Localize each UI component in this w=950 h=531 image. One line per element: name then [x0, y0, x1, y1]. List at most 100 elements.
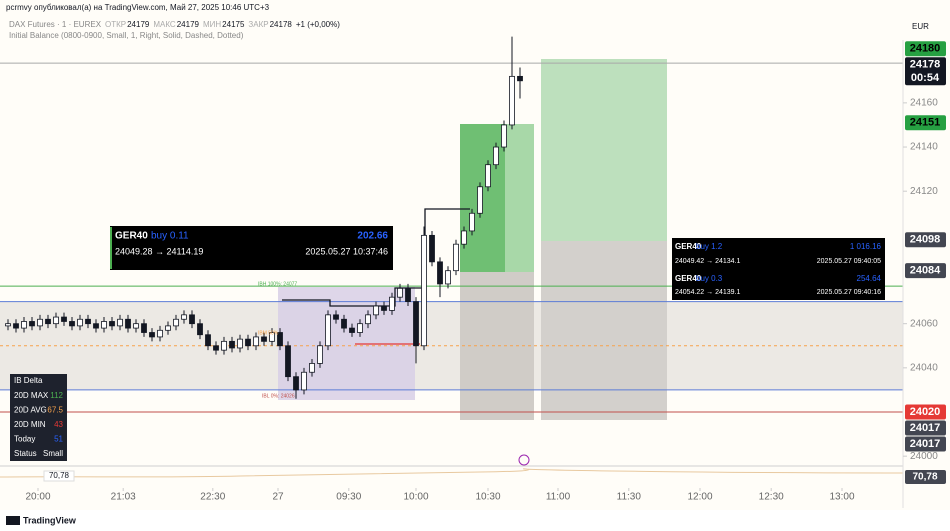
- candle-body: [501, 124, 507, 148]
- pos-time: 2025.05.27 09:40:05: [817, 258, 881, 265]
- candle-body: [349, 327, 355, 333]
- candle-body: [245, 338, 251, 347]
- pos-prices: 24049.42 → 24134.1: [675, 258, 740, 265]
- candle-body: [45, 318, 51, 325]
- price-label: 24084: [910, 265, 941, 277]
- candle-body: [453, 243, 459, 272]
- ib-row-value: 112: [50, 391, 63, 400]
- symbol-line: DAX Futures · 1 · EUREX ОТКР 24179 МАКС 241…: [9, 20, 340, 29]
- ib-row-value: 51: [54, 435, 63, 444]
- ib-label: IBH 100%: 24077: [258, 281, 297, 287]
- candle-body: [229, 340, 235, 349]
- candle-body: [21, 321, 27, 329]
- price-label: 24020: [910, 406, 941, 418]
- price-label-bg: [905, 420, 946, 436]
- ib-row-value: 67.5: [47, 406, 63, 415]
- stat-name: МИН: [203, 20, 221, 29]
- candle-body: [101, 321, 107, 329]
- candle-body: [197, 323, 203, 336]
- candle-body: [173, 318, 179, 327]
- candle-body: [261, 336, 267, 342]
- price-label: 24178: [910, 59, 941, 71]
- trade-time: 2025.05.27 10:37:46: [305, 246, 388, 256]
- x-tick-label: 12:00: [687, 492, 712, 503]
- candle-body: [325, 314, 331, 347]
- oscillator-line: [0, 468, 904, 478]
- trade-prices: 24049.28 → 24114.19: [115, 246, 203, 256]
- candle-body: [237, 338, 243, 349]
- y-tick-label: 24000: [910, 451, 938, 462]
- stop-zone: [541, 241, 667, 420]
- candle-body: [445, 270, 451, 285]
- trade-side: buy 0.11: [151, 231, 189, 242]
- stat-value: 24178: [270, 20, 293, 29]
- candle-body: [333, 314, 339, 320]
- candle-body: [493, 146, 499, 166]
- candle-body: [277, 332, 283, 347]
- candle-body: [269, 332, 275, 342]
- event-icon: [518, 454, 530, 466]
- candle-body: [53, 316, 59, 325]
- candle-body: [293, 376, 299, 391]
- candle-body: [357, 323, 363, 333]
- price-label-bg: [905, 263, 946, 279]
- candle-body: [413, 301, 419, 347]
- candle-body: [61, 316, 67, 322]
- x-tick-label: 21:03: [111, 492, 136, 503]
- candle-body: [317, 345, 323, 364]
- candle-body: [341, 318, 347, 329]
- x-tick-label: 10:30: [475, 492, 500, 503]
- candle-body: [365, 314, 371, 325]
- pos-prices: 24054.22 → 24139.1: [675, 289, 740, 296]
- pos-pnl: 254.64: [857, 274, 882, 283]
- logo-mark: [6, 516, 20, 525]
- candle-body: [165, 325, 171, 331]
- symbol: DAX Futures · 1 · EUREX: [9, 20, 102, 29]
- trade-symbol: GER40: [115, 231, 148, 242]
- candle-body: [253, 336, 259, 347]
- candle-body: [93, 323, 99, 329]
- x-tick-label: 22:30: [200, 492, 225, 503]
- y-tick-label: 24140: [910, 142, 938, 153]
- y-tick-label: 24120: [910, 186, 938, 197]
- candle-body: [421, 234, 427, 347]
- candle-body: [301, 371, 307, 391]
- oscillator-label-bg: [43, 470, 75, 482]
- price-label: 24098: [910, 234, 941, 246]
- price-label-bg: [905, 115, 946, 131]
- ib-row-value: 43: [54, 420, 63, 429]
- candle-body: [125, 318, 131, 329]
- candle-body: [205, 334, 211, 347]
- candle-body: [213, 345, 219, 351]
- x-tick-label: 13:00: [829, 492, 854, 503]
- price-label-timer: 00:54: [911, 72, 940, 84]
- candle-body: [405, 287, 411, 302]
- stat-value: 24175: [222, 20, 245, 29]
- x-tick-label: 10:00: [403, 492, 428, 503]
- ib-row-name: Today: [14, 435, 35, 444]
- pos-side: buy 0.3: [696, 274, 723, 283]
- candle-body: [69, 321, 75, 327]
- ib-label: IBM 50%: [258, 330, 279, 336]
- stat-name: ЗАКР: [248, 20, 268, 29]
- y-tick-label: 24060: [910, 318, 938, 329]
- publisher: pcrmvy опубликовал(а) на TradingView.com…: [6, 3, 270, 12]
- stop-zone: [460, 272, 534, 420]
- candle-body: [437, 261, 443, 285]
- candle-body: [461, 230, 467, 245]
- candle-body: [5, 323, 11, 327]
- footer-brand: TradingView: [23, 515, 77, 525]
- pos-symbol: GER40: [675, 242, 702, 251]
- candle-body: [141, 323, 147, 333]
- price-label-bg: [905, 404, 946, 420]
- candle-body: [181, 314, 187, 320]
- ib-row-name: 20D AVG: [14, 406, 47, 415]
- pos-symbol: GER40: [675, 274, 702, 283]
- oscillator-axis-label: 70,78: [912, 472, 937, 483]
- ib-table-bg: [10, 374, 67, 461]
- candle-body: [389, 296, 395, 311]
- ib-row-name: Status: [14, 449, 37, 458]
- price-label-bg: [905, 41, 946, 57]
